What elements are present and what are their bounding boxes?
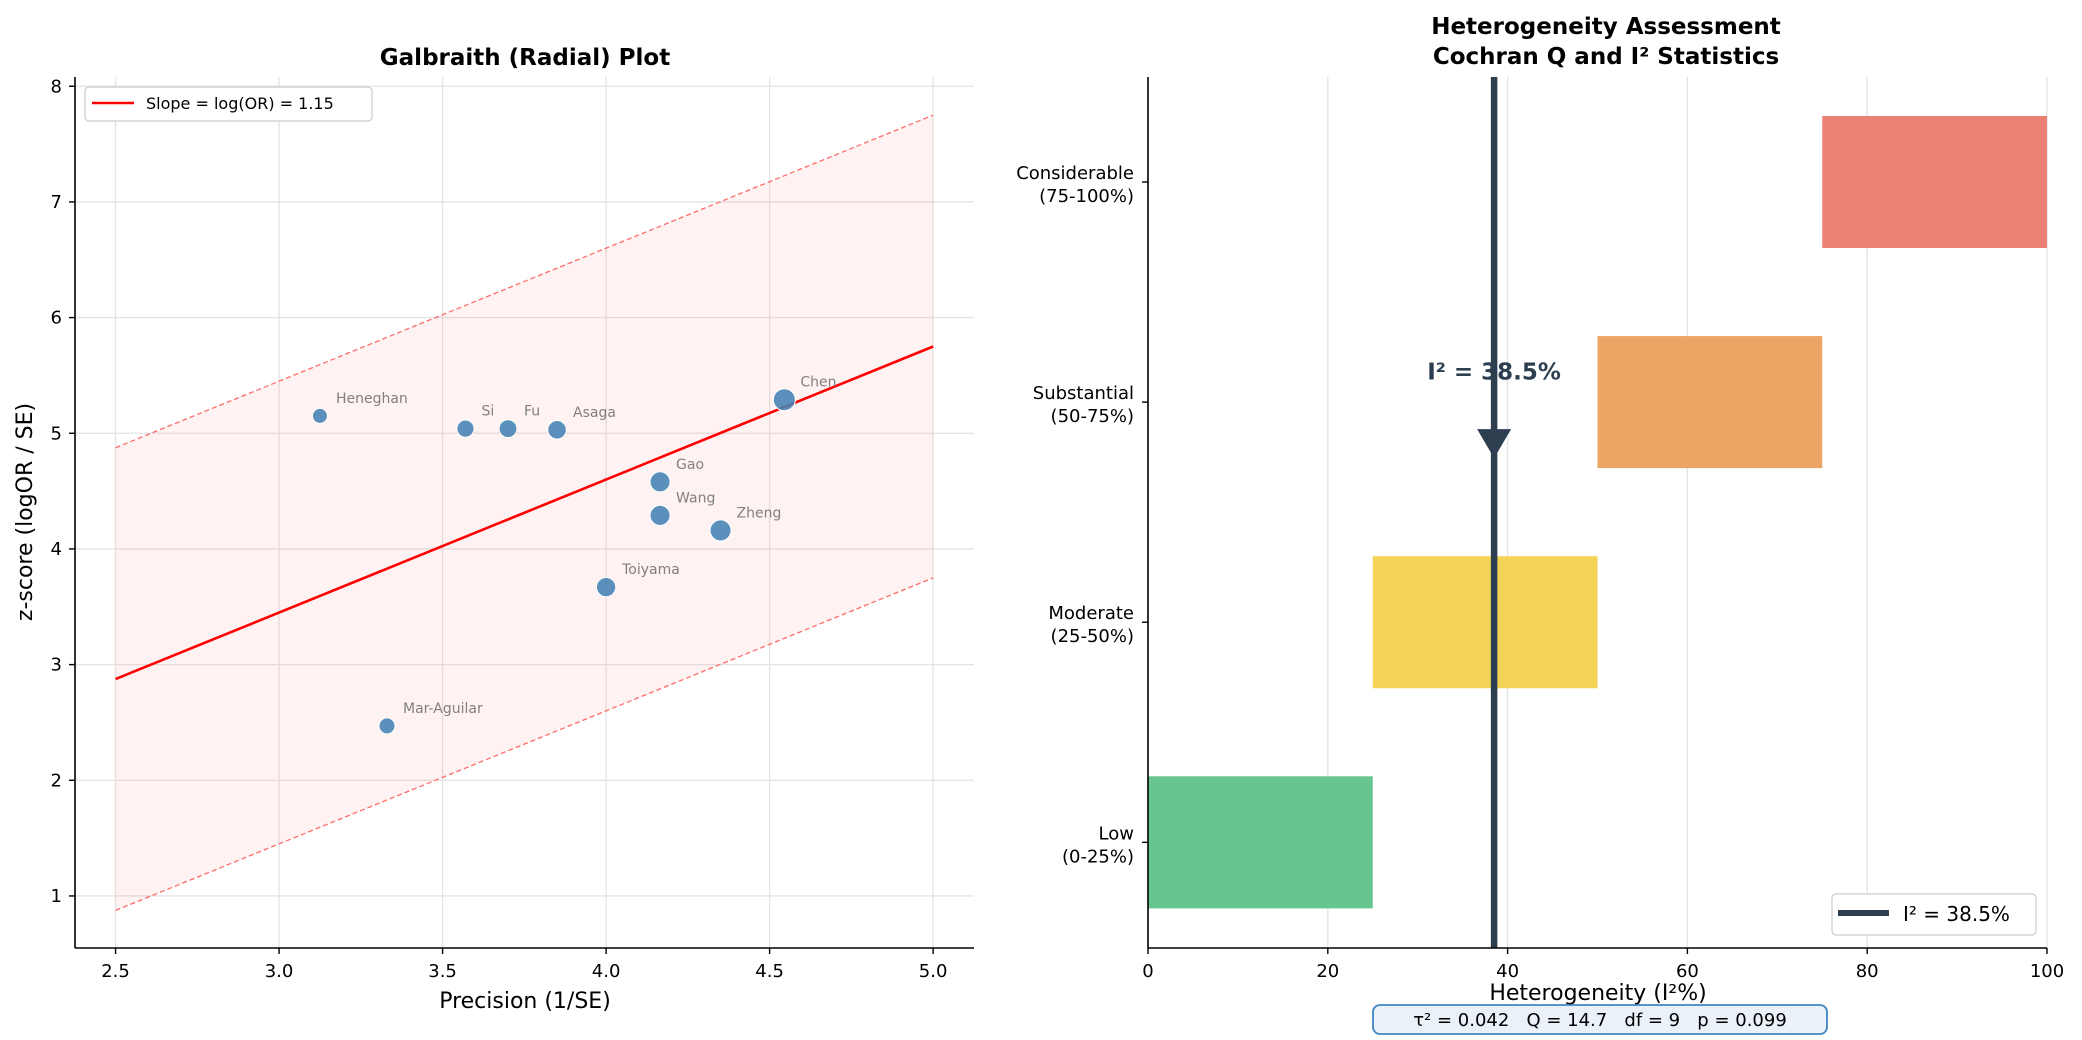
study-point <box>311 407 328 424</box>
study-label: Si <box>481 404 494 420</box>
left-x-tick-label: 3.0 <box>265 961 294 982</box>
left-chart-title: Galbraith (Radial) Plot <box>380 45 670 71</box>
galbraith-plot: Galbraith (Radial) Plot Heneghan Si Fu Asag… <box>13 45 974 1014</box>
category-label: Substantial <box>1033 383 1134 404</box>
study-point <box>378 717 396 735</box>
category-range-label: (25-50%) <box>1051 626 1134 647</box>
left-y-tick-label: 6 <box>51 308 62 329</box>
right-chart-title-line1: Heterogeneity Assessment <box>1431 14 1781 40</box>
study-label: Chen <box>800 375 836 391</box>
left-x-tick-label: 5.0 <box>919 961 948 982</box>
category-bar <box>1372 556 1598 689</box>
study-point <box>709 519 732 542</box>
right-x-axis-label: Heterogeneity (I²%) <box>1489 981 1706 1006</box>
study-point <box>595 576 617 598</box>
category-range-label: (0-25%) <box>1062 846 1134 867</box>
i2-annotation: I² = 38.5% <box>1427 359 1561 385</box>
right-legend-box <box>1831 893 2037 936</box>
study-label: Gao <box>676 457 704 473</box>
left-y-tick-label: 4 <box>51 539 62 560</box>
left-x-axis-label: Precision (1/SE) <box>439 989 611 1014</box>
category-bar <box>1597 336 1823 469</box>
stats-box: τ² = 0.042 Q = 14.7 df = 9 p = 0.099 <box>1372 1004 1828 1035</box>
study-point <box>649 471 671 493</box>
category-label: Considerable <box>1016 163 1134 184</box>
category-bar <box>1148 776 1373 909</box>
study-point <box>772 388 796 412</box>
left-x-tick-label: 2.5 <box>101 961 130 982</box>
left-y-tick-label: 1 <box>51 886 62 907</box>
left-x-tick-label: 4.0 <box>592 961 621 982</box>
left-y-axis-label: z-score (logOR / SE) <box>13 403 38 621</box>
right-x-tick-label: 80 <box>1856 961 1879 982</box>
right-x-tick-label: 100 <box>2030 961 2064 982</box>
left-x-tick-label: 3.5 <box>428 961 457 982</box>
upper-bound-line <box>115 114 934 449</box>
left-legend-box <box>84 86 373 122</box>
study-label: Fu <box>524 404 540 420</box>
study-label: Wang <box>676 490 715 506</box>
i2-marker-triangle <box>1477 429 1512 459</box>
left-x-tick-label: 4.5 <box>755 961 784 982</box>
lower-bound-line <box>115 577 934 912</box>
study-point <box>456 419 475 438</box>
left-y-tick-label: 7 <box>51 192 62 213</box>
left-y-tick-label: 8 <box>51 76 62 97</box>
right-legend-label: I² = 38.5% <box>1903 902 2010 926</box>
left-y-tick-label: 5 <box>51 423 62 444</box>
study-point <box>547 420 567 440</box>
category-bar <box>1822 115 2047 249</box>
left-legend-label: Slope = log(OR) = 1.15 <box>146 94 334 113</box>
left-y-tick-label: 2 <box>51 770 62 791</box>
right-x-tick-label: 0 <box>1142 961 1153 982</box>
category-label: Low <box>1099 823 1134 844</box>
study-label: Toiyama <box>621 562 680 578</box>
study-point <box>498 419 518 439</box>
study-label: Zheng <box>737 505 782 521</box>
right-x-tick-label: 20 <box>1316 961 1339 982</box>
stats-box-text: τ² = 0.042 Q = 14.7 df = 9 p = 0.099 <box>1413 1010 1787 1031</box>
right-x-tick-label: 60 <box>1676 961 1699 982</box>
regression-line <box>115 345 934 681</box>
right-chart-title-line2: Cochran Q and I² Statistics <box>1433 44 1779 70</box>
right-legend: I² = 38.5% <box>1831 893 2037 936</box>
left-y-tick-label: 3 <box>51 655 62 676</box>
left-legend: Slope = log(OR) = 1.15 <box>84 86 373 122</box>
right-x-tick-label: 40 <box>1496 961 1519 982</box>
category-range-label: (50-75%) <box>1051 406 1134 427</box>
study-label: Heneghan <box>336 391 408 407</box>
study-label: Asaga <box>573 405 616 421</box>
study-label: Mar-Aguilar <box>403 701 483 717</box>
stats-box-frame <box>1372 1004 1828 1035</box>
category-range-label: (75-100%) <box>1039 186 1134 207</box>
study-point <box>649 504 671 526</box>
category-label: Moderate <box>1048 603 1134 624</box>
heterogeneity-chart: Heterogeneity Assessment Cochran Q and I… <box>1016 14 2064 1035</box>
